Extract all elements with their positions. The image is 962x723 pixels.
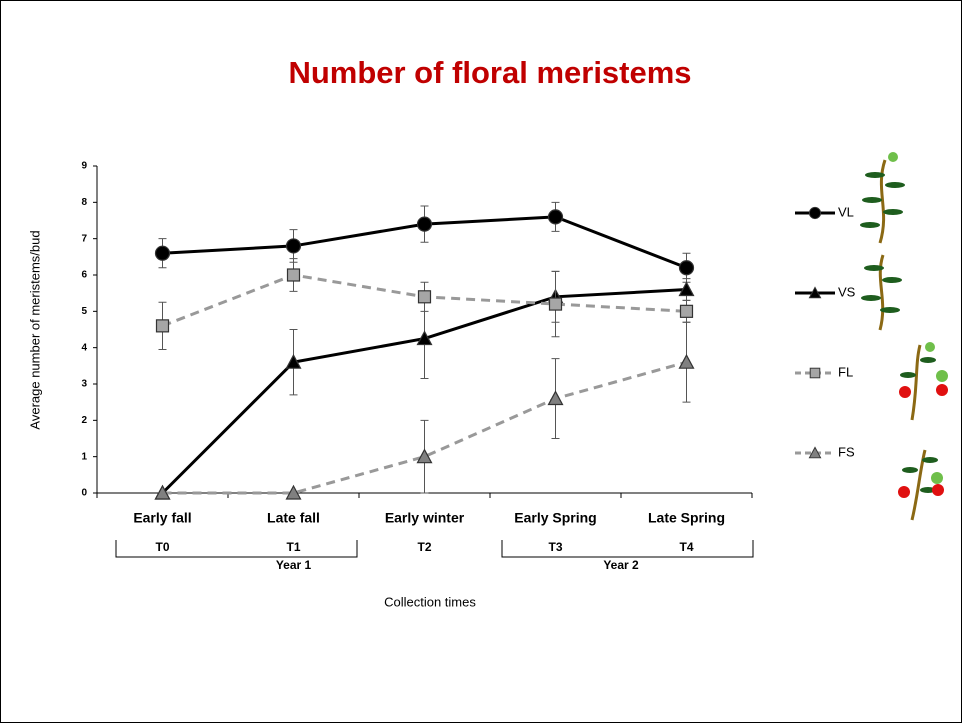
year-label: Year 1 bbox=[276, 558, 312, 572]
x-tick-label: Early Spring bbox=[514, 510, 596, 526]
data-point bbox=[679, 304, 694, 318]
data-point bbox=[547, 209, 564, 225]
legend-label: FS bbox=[838, 444, 855, 459]
year-bracket bbox=[115, 540, 358, 558]
data-point bbox=[678, 281, 695, 297]
data-point bbox=[416, 448, 433, 464]
data-point bbox=[678, 353, 695, 369]
data-point bbox=[547, 390, 564, 406]
legend-label: VL bbox=[838, 204, 854, 219]
y-axis-label: Average number of meristems/bud bbox=[27, 230, 42, 429]
data-point bbox=[285, 238, 302, 254]
year-label: Year 2 bbox=[603, 558, 639, 572]
time-point-label: T3 bbox=[548, 540, 562, 554]
data-point bbox=[285, 484, 302, 500]
plant-icons bbox=[860, 152, 948, 521]
year-bracket bbox=[501, 540, 754, 558]
data-point bbox=[548, 297, 563, 311]
legend-label: VS bbox=[838, 284, 856, 299]
y-tick-label: 0 bbox=[81, 488, 87, 499]
chart-title: Number of floral meristems bbox=[288, 55, 691, 90]
data-point bbox=[286, 268, 301, 282]
data-point bbox=[416, 330, 433, 346]
x-tick-label: Early fall bbox=[133, 510, 191, 526]
data-point bbox=[417, 290, 432, 304]
time-point-label: T0 bbox=[155, 540, 169, 554]
y-tick-label: 4 bbox=[81, 342, 87, 353]
y-tick-label: 3 bbox=[81, 379, 87, 390]
y-tick-label: 9 bbox=[81, 161, 87, 172]
data-point bbox=[678, 260, 695, 276]
x-tick-label: Early winter bbox=[385, 510, 465, 526]
x-tick-label: Late Spring bbox=[648, 510, 725, 526]
x-tick-label: Late fall bbox=[267, 510, 320, 526]
data-point bbox=[154, 245, 171, 261]
legend-marker bbox=[808, 446, 822, 459]
time-point-label: T1 bbox=[286, 540, 300, 554]
y-tick-label: 6 bbox=[81, 270, 87, 281]
legend-marker bbox=[809, 367, 821, 379]
time-point-label: T4 bbox=[679, 540, 693, 554]
y-tick-label: 1 bbox=[81, 451, 87, 462]
y-tick-label: 5 bbox=[81, 306, 87, 317]
series-line bbox=[162, 360, 687, 495]
data-point bbox=[416, 216, 433, 232]
data-point bbox=[155, 319, 170, 333]
data-point bbox=[285, 353, 302, 369]
x-axis-label: Collection times bbox=[384, 594, 476, 609]
y-tick-label: 8 bbox=[81, 197, 87, 208]
time-point-label: T2 bbox=[417, 540, 431, 554]
legend-marker bbox=[808, 206, 822, 220]
y-tick-label: 7 bbox=[81, 233, 87, 244]
legend-marker bbox=[808, 286, 822, 299]
data-point bbox=[154, 484, 171, 500]
y-tick-label: 2 bbox=[81, 415, 87, 426]
legend-label: FL bbox=[838, 364, 853, 379]
